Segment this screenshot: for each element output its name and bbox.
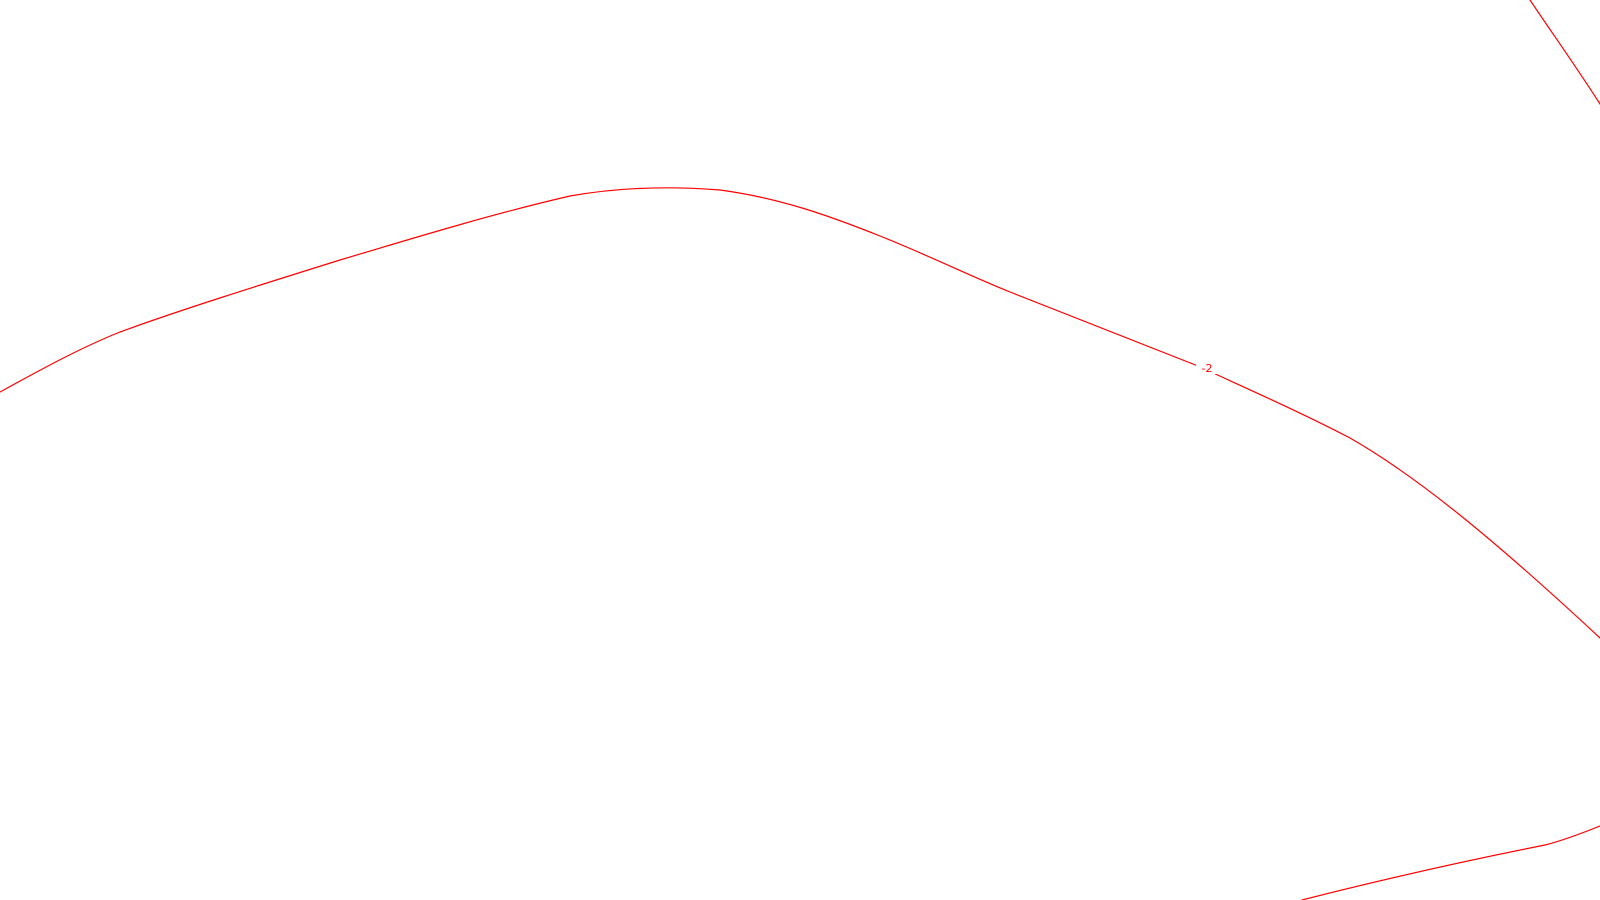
contour-line-top-right bbox=[1529, 0, 1600, 105]
contour-line-main bbox=[0, 187, 1600, 639]
contour-label: -2 bbox=[1202, 362, 1213, 375]
contour-label-bg bbox=[1196, 360, 1218, 374]
contour-line-bottom-right bbox=[1301, 825, 1600, 900]
